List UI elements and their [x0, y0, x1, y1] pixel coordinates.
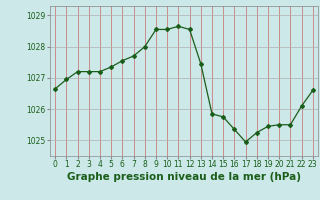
X-axis label: Graphe pression niveau de la mer (hPa): Graphe pression niveau de la mer (hPa) [67, 172, 301, 182]
